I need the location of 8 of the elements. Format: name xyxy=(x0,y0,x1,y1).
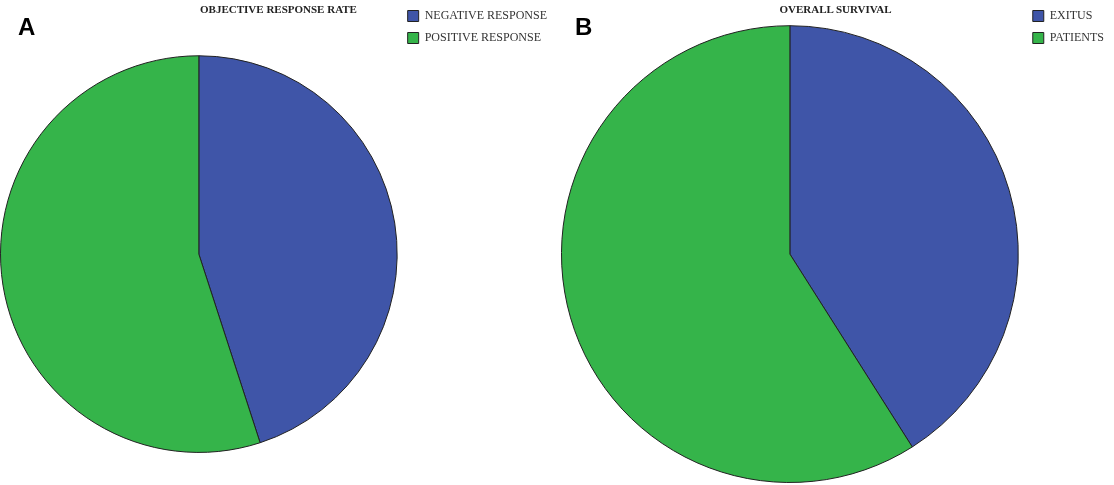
text: B xyxy=(575,12,593,40)
legend-label: EXITUS xyxy=(1049,8,1093,23)
legend-label: NEGATIVE RESPONSE xyxy=(424,8,548,23)
legend-label: PATIENTS xyxy=(1049,30,1104,45)
legend-label: POSITIVE RESPONSE xyxy=(424,30,542,45)
chart-title: OBJECTIVE RESPONSE RATE xyxy=(200,3,357,16)
text: A xyxy=(18,12,36,40)
chart-title: OVERALL SURVIVAL xyxy=(779,3,892,16)
